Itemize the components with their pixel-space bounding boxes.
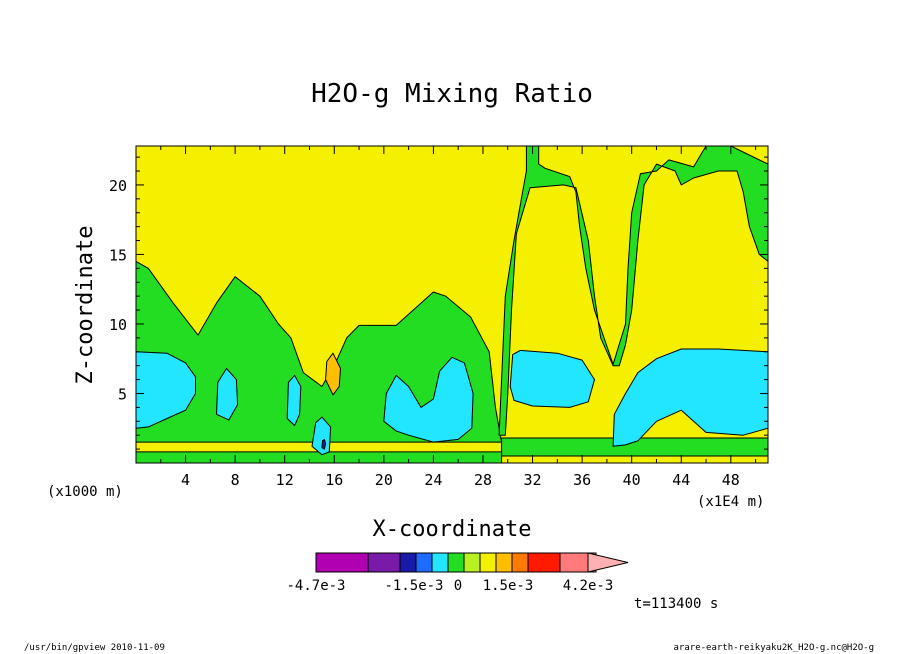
footer-right: arare-earth-reikyaku2K_H2O-g.nc@H2O-g: [674, 643, 874, 653]
y-tick-label: 5: [118, 385, 127, 403]
legend-color-box: [431, 552, 449, 573]
x-tick-label: 12: [276, 471, 294, 489]
legend-color-box: [511, 552, 529, 573]
x-tick-label: 4: [181, 471, 190, 489]
y-tick-label: 10: [109, 316, 127, 334]
contour-region-orange: [325, 352, 341, 396]
x-axis-label: X-coordinate: [373, 517, 532, 542]
x-tick-label: 40: [623, 471, 641, 489]
contour-region-green: [498, 145, 769, 436]
x-tick-label: 24: [424, 471, 442, 489]
y-tick-label: 20: [109, 177, 127, 195]
time-label: t=113400 s: [634, 596, 718, 612]
legend-color-box: [463, 552, 481, 573]
contour-region-cyan: [383, 356, 474, 443]
chart-title: H2O-g Mixing Ratio: [311, 79, 593, 109]
contour-region-green: [135, 451, 503, 464]
color-legend: -4.7e-3 -1.5e-3 0 1.5e-3 4.2e-3: [286, 552, 629, 594]
legend-label: 0: [454, 578, 462, 594]
x-tick-label: 36: [573, 471, 591, 489]
x-tick-label: 16: [325, 471, 343, 489]
legend-color-box: [399, 552, 417, 573]
x-tick-label: 44: [672, 471, 690, 489]
legend-color-box: [367, 552, 401, 573]
contour-region-cyan: [135, 351, 196, 429]
legend-color-box: [479, 552, 497, 573]
legend-color-box: [527, 552, 561, 573]
x-tick-label: 8: [231, 471, 240, 489]
x-tick-label: 28: [474, 471, 492, 489]
y-axis-label: Z-coordinate: [73, 226, 98, 385]
contour-region-cyan: [216, 368, 239, 421]
contour-region-cyan: [286, 374, 302, 426]
legend-color-box: [495, 552, 513, 573]
legend-color-box: [315, 552, 369, 573]
legend-label: 4.2e-3: [563, 578, 614, 594]
contour-region-blue: [321, 438, 327, 450]
contour-region-cyan: [311, 416, 332, 456]
legend-arrow: [587, 552, 629, 573]
legend-label: -1.5e-3: [384, 578, 443, 594]
legend-label: -4.7e-3: [286, 578, 345, 594]
x-tick-label: 20: [375, 471, 393, 489]
plot-frame: [135, 145, 769, 464]
legend-label: 1.5e-3: [483, 578, 534, 594]
x-units-right: (x1E4 m): [697, 494, 764, 510]
legend-color-box: [447, 552, 465, 573]
y-tick-label: 15: [109, 246, 127, 264]
legend-color-box: [415, 552, 433, 573]
x-tick-label: 32: [524, 471, 542, 489]
x-tick-label: 48: [722, 471, 740, 489]
contour-region-cyan: [509, 349, 595, 408]
footer-left: /usr/bin/gpview 2010-11-09: [24, 643, 165, 653]
x-units-left: (x1000 m): [47, 484, 123, 500]
